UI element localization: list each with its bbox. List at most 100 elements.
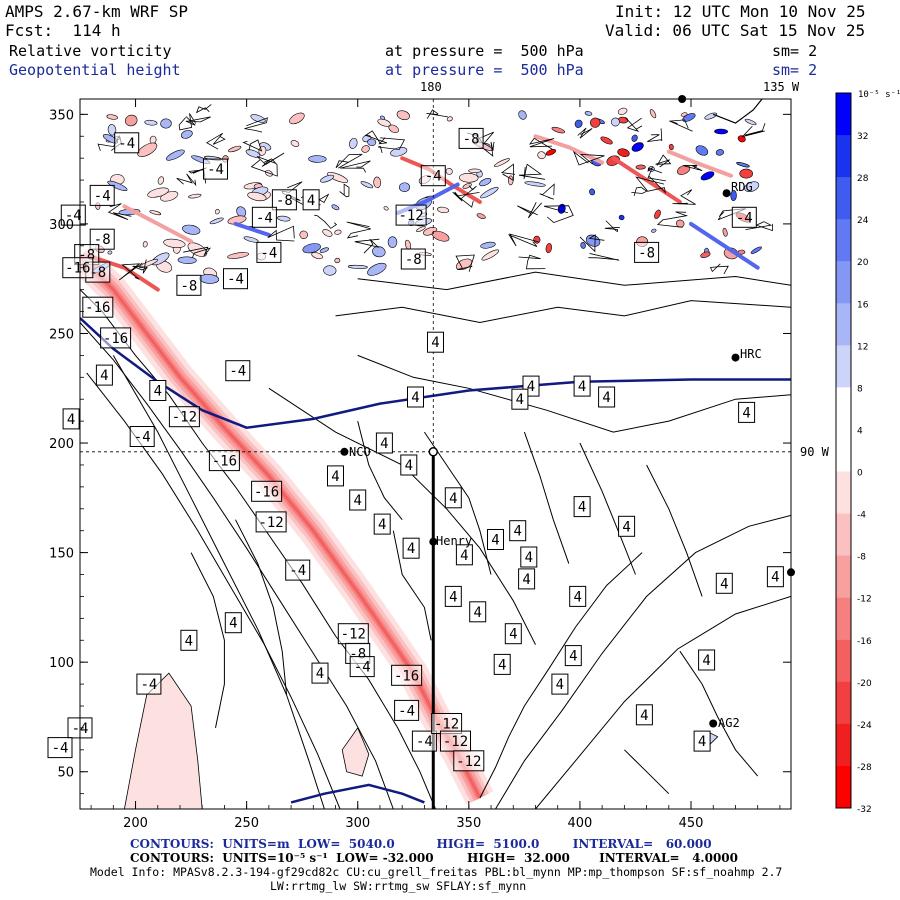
contour-label: -16 bbox=[100, 327, 132, 349]
vorticity-cell bbox=[347, 264, 368, 269]
contour-label-text: -16 bbox=[103, 331, 128, 347]
station-ag2: AG2 bbox=[718, 716, 740, 730]
contour-label-box bbox=[598, 386, 616, 408]
contour-label: -4 bbox=[394, 699, 420, 721]
contour-label-box bbox=[504, 623, 522, 645]
contour-label: 4 bbox=[427, 331, 444, 353]
vorticity-cell bbox=[349, 137, 358, 149]
colorbar-swatch bbox=[836, 765, 851, 809]
model-title: AMPS 2.67-km WRF SP bbox=[5, 2, 189, 21]
contour-label: 4 bbox=[407, 386, 424, 408]
contour-label-box bbox=[271, 189, 297, 211]
y-tick-label: 200 bbox=[49, 437, 74, 452]
contour-label-text: 4 bbox=[702, 653, 710, 669]
contour-label-text: -8 bbox=[276, 193, 293, 209]
vorticity-cell bbox=[311, 252, 323, 260]
contour-label-text: 4 bbox=[229, 616, 237, 632]
contour-label-text: 4 bbox=[431, 335, 439, 351]
contour-label-text: -16 bbox=[65, 261, 90, 277]
contour-label-box bbox=[551, 673, 569, 695]
vorticity-contour-small bbox=[132, 259, 148, 274]
vorticity-contour-small bbox=[354, 238, 380, 254]
vorticity-cell bbox=[730, 190, 737, 202]
vorticity-cell bbox=[736, 162, 750, 168]
vorticity-cell bbox=[533, 235, 541, 244]
colorbar-swatch bbox=[836, 219, 851, 262]
contour-label-text: 4 bbox=[353, 493, 361, 509]
contour-label-box bbox=[698, 649, 716, 671]
contour-label-text: -4 bbox=[736, 210, 753, 226]
contour-label-box bbox=[302, 189, 320, 211]
contour-label: 4 bbox=[520, 546, 538, 568]
x-tick-label: 350 bbox=[456, 816, 481, 831]
contour-label-text: 4 bbox=[522, 572, 530, 588]
vorticity-contour-small bbox=[624, 117, 643, 133]
vorticity-cell bbox=[431, 230, 450, 242]
contour-label: 4 bbox=[564, 645, 582, 667]
colorbar-swatch bbox=[836, 93, 851, 136]
contour-label-text: -4 bbox=[256, 210, 273, 226]
contour-label-box bbox=[509, 520, 527, 542]
vorticity-cell bbox=[214, 209, 220, 215]
contour-label-box bbox=[256, 241, 282, 263]
contour-label: 4 bbox=[569, 585, 587, 607]
colorbar-swatch bbox=[836, 513, 851, 557]
contour-label: -8 bbox=[634, 241, 660, 263]
station-marker bbox=[429, 537, 438, 546]
weak-negative-area-mid bbox=[341, 727, 370, 777]
station-rdg: RDG bbox=[731, 180, 753, 194]
contour-label-box bbox=[518, 568, 536, 590]
vorticity-cell bbox=[557, 203, 566, 214]
contour-label-text: -16 bbox=[85, 300, 110, 316]
contour-label: 4 bbox=[455, 544, 473, 566]
vorticity-cell bbox=[289, 112, 305, 125]
contour-label: 4 bbox=[511, 388, 529, 410]
contour-label: 4 bbox=[402, 537, 420, 559]
valid-time: Valid: 06 UTC Sat 15 Nov 25 bbox=[605, 21, 866, 40]
contour-label: -16 bbox=[208, 450, 240, 472]
contour-label-text: 4 bbox=[578, 500, 586, 516]
vorticity-cell bbox=[635, 164, 646, 170]
y-tick-label: 300 bbox=[49, 218, 74, 233]
colorbar-swatch bbox=[836, 429, 851, 473]
vorticity-cell bbox=[322, 229, 333, 237]
vorticity-cell bbox=[367, 262, 387, 276]
vorticity-cell bbox=[124, 114, 138, 127]
colorbar-tick-label: 24 bbox=[857, 216, 869, 226]
contour-label: -4 bbox=[256, 241, 282, 263]
vorticity-contour bbox=[357, 354, 791, 433]
contour-label-text: 4 bbox=[509, 627, 517, 643]
contour-label-box bbox=[420, 165, 446, 187]
contour-label: -4 bbox=[114, 132, 140, 154]
contour-label-box bbox=[176, 274, 202, 296]
contour-label-text: -12 bbox=[398, 208, 423, 224]
contour-label-box bbox=[349, 489, 367, 511]
vorticity-cell bbox=[243, 236, 259, 243]
contour-label: -4 bbox=[223, 268, 248, 290]
station-henry: Henry bbox=[436, 534, 473, 548]
contour-label-text: -12 bbox=[456, 754, 481, 770]
vorticity-cell bbox=[739, 168, 754, 179]
colorbar-tick-label: 28 bbox=[857, 174, 869, 184]
contour-label-text: -8 bbox=[463, 131, 480, 147]
vorticity-cell bbox=[618, 214, 625, 221]
vorticity-cell bbox=[744, 118, 757, 126]
contour-label: -4 bbox=[47, 737, 73, 759]
contour-label: -12 bbox=[168, 406, 200, 428]
contour-label: 4 bbox=[62, 408, 80, 430]
vorticity-contour bbox=[112, 355, 325, 809]
vorticity-cell bbox=[209, 217, 224, 225]
contour-label-text: 4 bbox=[527, 379, 535, 395]
weak-negative-area-left bbox=[123, 672, 203, 809]
contour-label-text: 4 bbox=[498, 657, 506, 673]
contour-label-box bbox=[327, 465, 344, 487]
colorbar-units: 10⁻⁵ s⁻¹ bbox=[858, 90, 900, 100]
x-tick-label: 200 bbox=[123, 816, 148, 831]
colorbar-tick-label: 12 bbox=[857, 342, 868, 352]
contour-label: -4 bbox=[129, 426, 155, 447]
vorticity-cell bbox=[334, 229, 342, 235]
vorticity-contour-small bbox=[364, 130, 388, 145]
vorticity-cell bbox=[377, 118, 391, 127]
contour-label-box bbox=[95, 364, 113, 386]
